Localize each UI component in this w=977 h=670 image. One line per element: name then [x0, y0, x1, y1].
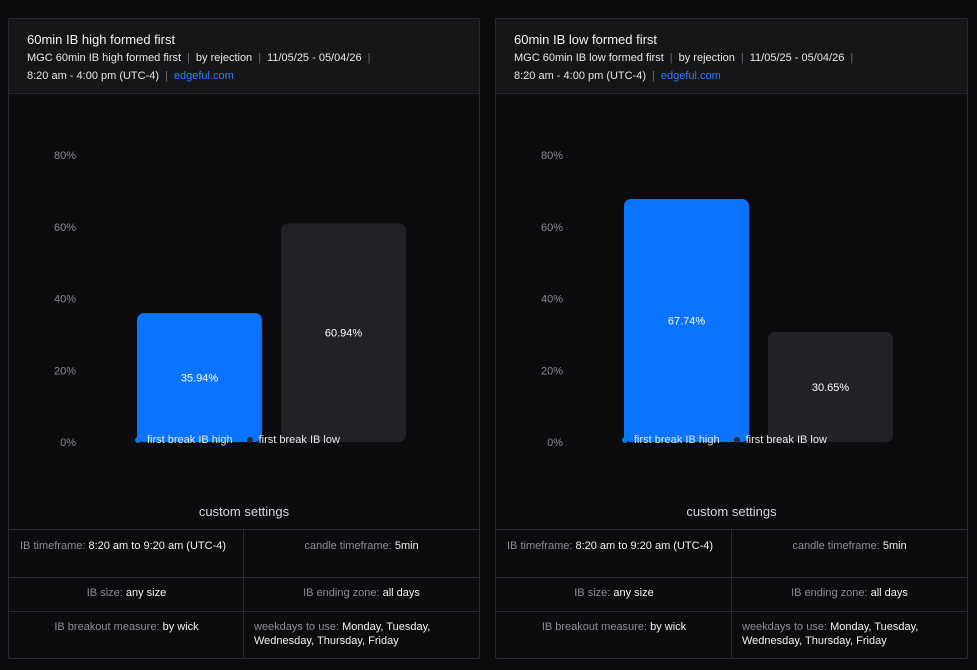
panel-meta: MGC 60min IB low formed first | by rejecti…	[514, 52, 854, 82]
bar-value-label: 35.94%	[181, 373, 219, 385]
legend-dot-icon	[622, 437, 628, 443]
bar-value-label: 67.74%	[668, 315, 706, 327]
setting-ib-timeframe: IB timeframe: 8:20 am to 9:20 am (UTC-4)	[20, 540, 227, 552]
bar-first-break-ib-low[interactable]	[281, 223, 406, 442]
bar-first-break-ib-high[interactable]	[624, 198, 749, 442]
y-tick-label: 40%	[54, 294, 76, 306]
setting-ib-size: IB size: any size	[86, 587, 167, 599]
y-tick-label: 0%	[547, 437, 563, 449]
legend-label: first break IB high	[634, 434, 720, 446]
chart-legend: first break IB high first break IB low	[622, 434, 827, 446]
setting-breakout-measure: IB breakout measure: by wick	[541, 621, 687, 633]
setting-ib-timeframe: IB timeframe: 8:20 am to 9:20 am (UTC-4)	[507, 540, 714, 552]
settings-title: custom settings	[198, 504, 290, 519]
meta-session: 8:20 am - 4:00 pm (UTC-4)	[514, 70, 647, 82]
legend-label: first break IB low	[258, 434, 340, 446]
edgeful-link[interactable]: edgeful.com	[173, 70, 234, 82]
y-tick-label: 60%	[54, 222, 76, 234]
y-tick-label: 0%	[60, 437, 76, 449]
setting-candle-timeframe: candle timeframe: 5min	[792, 540, 907, 552]
bar-first-break-ib-high[interactable]	[137, 313, 262, 442]
legend-dot-icon	[246, 437, 253, 443]
y-tick-label: 20%	[54, 365, 76, 377]
meta-method: by rejection	[195, 52, 253, 64]
y-tick-label: 80%	[541, 150, 563, 162]
settings-title: custom settings	[686, 504, 777, 519]
setting-ib-ending-zone: IB ending zone: all days	[303, 587, 420, 599]
settings-grid: IB timeframe: 8:20 am to 9:20 am (UTC-4)…	[9, 529, 479, 658]
setting-ib-ending-zone: IB ending zone: all days	[791, 587, 908, 599]
edgeful-link[interactable]: edgeful.com	[660, 70, 721, 82]
bar-chart: 0% 20% 40% 60% 80% 35.94% 60.94%	[9, 95, 479, 485]
legend-label: first break IB low	[745, 434, 827, 446]
setting-ib-size: IB size: any size	[574, 587, 654, 599]
bar-value-label: 30.65%	[812, 382, 850, 394]
legend-label: first break IB high	[147, 434, 233, 446]
y-tick-label: 20%	[541, 365, 563, 377]
setting-candle-timeframe: candle timeframe: 5min	[304, 540, 419, 552]
bar-first-break-ib-low[interactable]	[768, 332, 893, 442]
chart-svg: 0% 20% 40% 60% 80% 35.94% 60.94%	[54, 150, 406, 449]
legend-item-high[interactable]: first break IB high	[135, 434, 233, 446]
y-tick-label: 60%	[541, 222, 563, 234]
setting-breakout-measure: IB breakout measure: by wick	[54, 621, 199, 633]
meta-instrument: MGC 60min IB low formed first	[514, 52, 664, 64]
meta-instrument: MGC 60min IB high formed first	[27, 52, 182, 64]
setting-weekdays: weekdays to use: Monday, Tuesday, Wednes…	[254, 621, 431, 647]
legend-item-low[interactable]: first break IB low	[246, 434, 340, 446]
legend-item-high[interactable]: first break IB high	[622, 434, 720, 446]
meta-dates: 11/05/25 - 05/04/26	[267, 52, 362, 64]
legend-dot-icon	[733, 437, 740, 443]
panel-ib-low: 60min IB low formed first MGC 60min IB l…	[495, 18, 968, 659]
panel-header: 60min IB low formed first MGC 60min IB l…	[496, 19, 967, 94]
chart-svg: 0% 20% 40% 60% 80% 67.74% 30.65%	[541, 150, 893, 449]
legend-dot-icon	[135, 437, 141, 443]
meta-dates: 11/05/25 - 05/04/26	[749, 52, 845, 64]
legend-item-low[interactable]: first break IB low	[733, 434, 827, 446]
panel-title: 60min IB low formed first	[514, 32, 658, 47]
panel-meta: MGC 60min IB high formed first | by reject…	[27, 52, 371, 82]
y-tick-label: 80%	[54, 150, 76, 162]
panel-header: 60min IB high formed first MGC 60min IB …	[9, 19, 479, 94]
chart-legend: first break IB high first break IB low	[135, 434, 340, 446]
meta-method: by rejection	[678, 52, 735, 64]
panel-ib-high: 60min IB high formed first MGC 60min IB …	[8, 18, 480, 659]
bar-chart: 0% 20% 40% 60% 80% 67.74% 30.65%	[496, 95, 967, 485]
y-tick-label: 40%	[541, 294, 563, 306]
bar-value-label: 60.94%	[325, 328, 363, 340]
meta-session: 8:20 am - 4:00 pm (UTC-4)	[27, 70, 160, 82]
panel-title: 60min IB high formed first	[27, 32, 176, 47]
settings-grid: IB timeframe: 8:20 am to 9:20 am (UTC-4)…	[496, 529, 967, 658]
setting-weekdays: weekdays to use: Monday, Tuesday, Wednes…	[742, 621, 919, 647]
